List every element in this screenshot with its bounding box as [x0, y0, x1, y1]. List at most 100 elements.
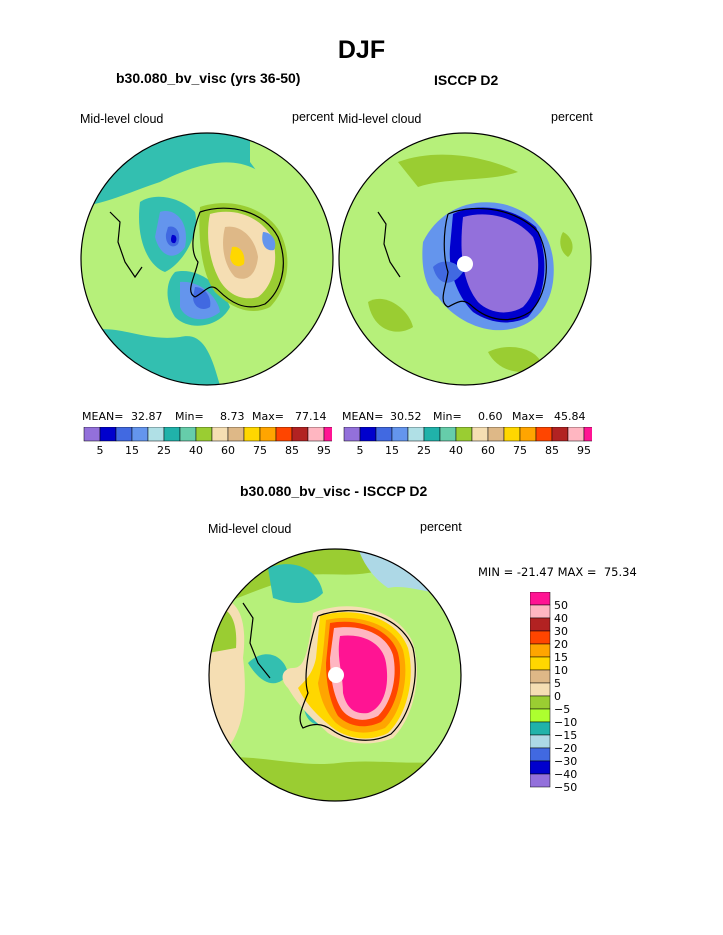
panel3-title: b30.080_bv_visc - ISCCP D2 [240, 483, 428, 499]
colorbar-tick-label: 75 [513, 444, 527, 457]
panel1-min-value: 8.73 [220, 410, 245, 423]
page-title: DJF [337, 36, 386, 64]
colorbar-tick-label: −50 [554, 781, 577, 794]
colorbar-swatch [211, 427, 229, 442]
colorbar-swatch [530, 734, 551, 749]
colorbar-swatch [227, 427, 245, 442]
colorbar-swatch [291, 427, 309, 442]
colorbar-swatch [530, 721, 551, 736]
colorbar-tick-label: 25 [417, 444, 431, 457]
colorbar-swatch [375, 427, 393, 442]
panel2-max-value: 45.84 [554, 410, 586, 423]
colorbar-tick-label: −15 [554, 729, 577, 742]
panel1-min-label: Min= [175, 410, 204, 423]
colorbar-tick-label: 25 [157, 444, 171, 457]
colorbar-swatch [583, 427, 592, 442]
colorbar-tick-label: 15 [125, 444, 139, 457]
colorbar-swatch [530, 682, 551, 697]
colorbar-tick-label: 15 [385, 444, 399, 457]
colorbar-swatch [530, 747, 551, 762]
panel1-max-value: 77.14 [295, 410, 327, 423]
colorbar-tick-label: 20 [554, 638, 568, 651]
colorbar-swatch [323, 427, 332, 442]
panel3-polar-map [208, 548, 462, 802]
panel1-units-label: percent [292, 110, 334, 124]
panel2-max-label: Max= [512, 410, 544, 423]
colorbar-swatch [391, 427, 409, 442]
colorbar-tick-label: 95 [317, 444, 331, 457]
colorbar-swatch [179, 427, 197, 442]
colorbar-tick-label: 30 [554, 625, 568, 638]
colorbar-swatch [530, 760, 551, 775]
panel1-polar-map [80, 132, 334, 386]
colorbar-swatch [147, 427, 165, 442]
colorbar-swatch [567, 427, 585, 442]
panel3-min-max-readout: MIN = -21.47 MAX = 75.34 [478, 565, 637, 579]
colorbar-swatch [535, 427, 553, 442]
colorbar-swatch [530, 773, 551, 788]
panel1-max-label: Max= [252, 410, 284, 423]
panel2-mean-value: 30.52 [390, 410, 422, 423]
colorbar-tick-label: 75 [253, 444, 267, 457]
colorbar-swatch [275, 427, 293, 442]
colorbar-tick-label: 5 [554, 677, 561, 690]
colorbar-swatch [551, 427, 569, 442]
panel3-units-label: percent [420, 520, 462, 534]
colorbar-tick-label: 85 [545, 444, 559, 457]
colorbar-swatch [471, 427, 489, 442]
colorbar-tick-label: 40 [449, 444, 463, 457]
colorbar-swatch [455, 427, 473, 442]
colorbar-swatch [487, 427, 505, 442]
colorbar-swatch [439, 427, 457, 442]
colorbar-tick-label: 40 [554, 612, 568, 625]
panel2-title: ISCCP D2 [434, 72, 499, 88]
colorbar-tick-label: −20 [554, 742, 577, 755]
colorbar-tick-label: −5 [554, 703, 570, 716]
colorbar-swatch [530, 630, 551, 645]
colorbar-swatch [530, 617, 551, 632]
colorbar-swatch [195, 427, 213, 442]
colorbar-tick-label: 10 [554, 664, 568, 677]
panel1-mean-value: 32.87 [131, 410, 163, 423]
panel2-polar-map [338, 132, 592, 386]
colorbar-swatch [530, 669, 551, 684]
colorbar-swatch [115, 427, 133, 442]
colorbar-tick-label: −10 [554, 716, 577, 729]
panel2-variable-label: Mid-level cloud [338, 112, 422, 126]
colorbar-swatch [259, 427, 277, 442]
colorbar-tick-label: 40 [189, 444, 203, 457]
colorbar-tick-label: 15 [554, 651, 568, 664]
colorbar-swatch [131, 427, 149, 442]
panel2-mean-label: MEAN= [342, 410, 384, 423]
colorbar-tick-label: −40 [554, 768, 577, 781]
colorbar-swatch [359, 427, 377, 442]
colorbar-tick-label: 85 [285, 444, 299, 457]
colorbar-swatch [503, 427, 521, 442]
panel2-min-label: Min= [433, 410, 462, 423]
colorbar-swatch [423, 427, 441, 442]
colorbar-swatch [307, 427, 325, 442]
panel1-variable-label: Mid-level cloud [80, 112, 164, 126]
panel3-variable-label: Mid-level cloud [208, 522, 292, 536]
colorbar-swatch [83, 427, 101, 442]
colorbar-swatch [530, 708, 551, 723]
panel1-title: b30.080_bv_visc (yrs 36-50) [116, 70, 301, 86]
colorbar-swatch [407, 427, 425, 442]
colorbar-swatch [530, 592, 551, 606]
panel1-mean-label: MEAN= [82, 410, 124, 423]
colorbar-swatch [530, 604, 551, 619]
colorbar-tick-label: 0 [554, 690, 561, 703]
colorbar-tick-label: −30 [554, 755, 577, 768]
colorbar-swatch [519, 427, 537, 442]
panel1-colorbar: 5 15 25 40 60 75 85 95 [83, 427, 332, 457]
colorbar-swatch [343, 427, 361, 442]
colorbar-swatch [530, 656, 551, 671]
colorbar-tick-label: 95 [577, 444, 591, 457]
colorbar-swatch [163, 427, 181, 442]
panel2-colorbar: 5 15 25 40 60 75 85 95 [343, 427, 592, 457]
colorbar-tick-label: 50 [554, 599, 568, 612]
colorbar-swatch [243, 427, 261, 442]
colorbar-tick-label: 60 [221, 444, 235, 457]
panel2-min-value: 0.60 [478, 410, 503, 423]
